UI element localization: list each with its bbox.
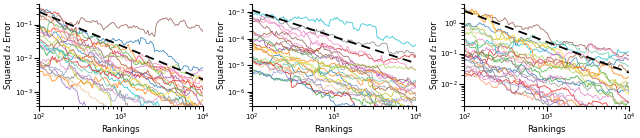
X-axis label: Rankings: Rankings [527, 125, 566, 134]
Y-axis label: Squared ℓ₂ Error: Squared ℓ₂ Error [217, 21, 226, 89]
Y-axis label: Squared ℓ₂ Error: Squared ℓ₂ Error [4, 21, 13, 89]
X-axis label: Rankings: Rankings [314, 125, 353, 134]
Y-axis label: Squared ℓ₂ Error: Squared ℓ₂ Error [430, 21, 439, 89]
X-axis label: Rankings: Rankings [102, 125, 140, 134]
